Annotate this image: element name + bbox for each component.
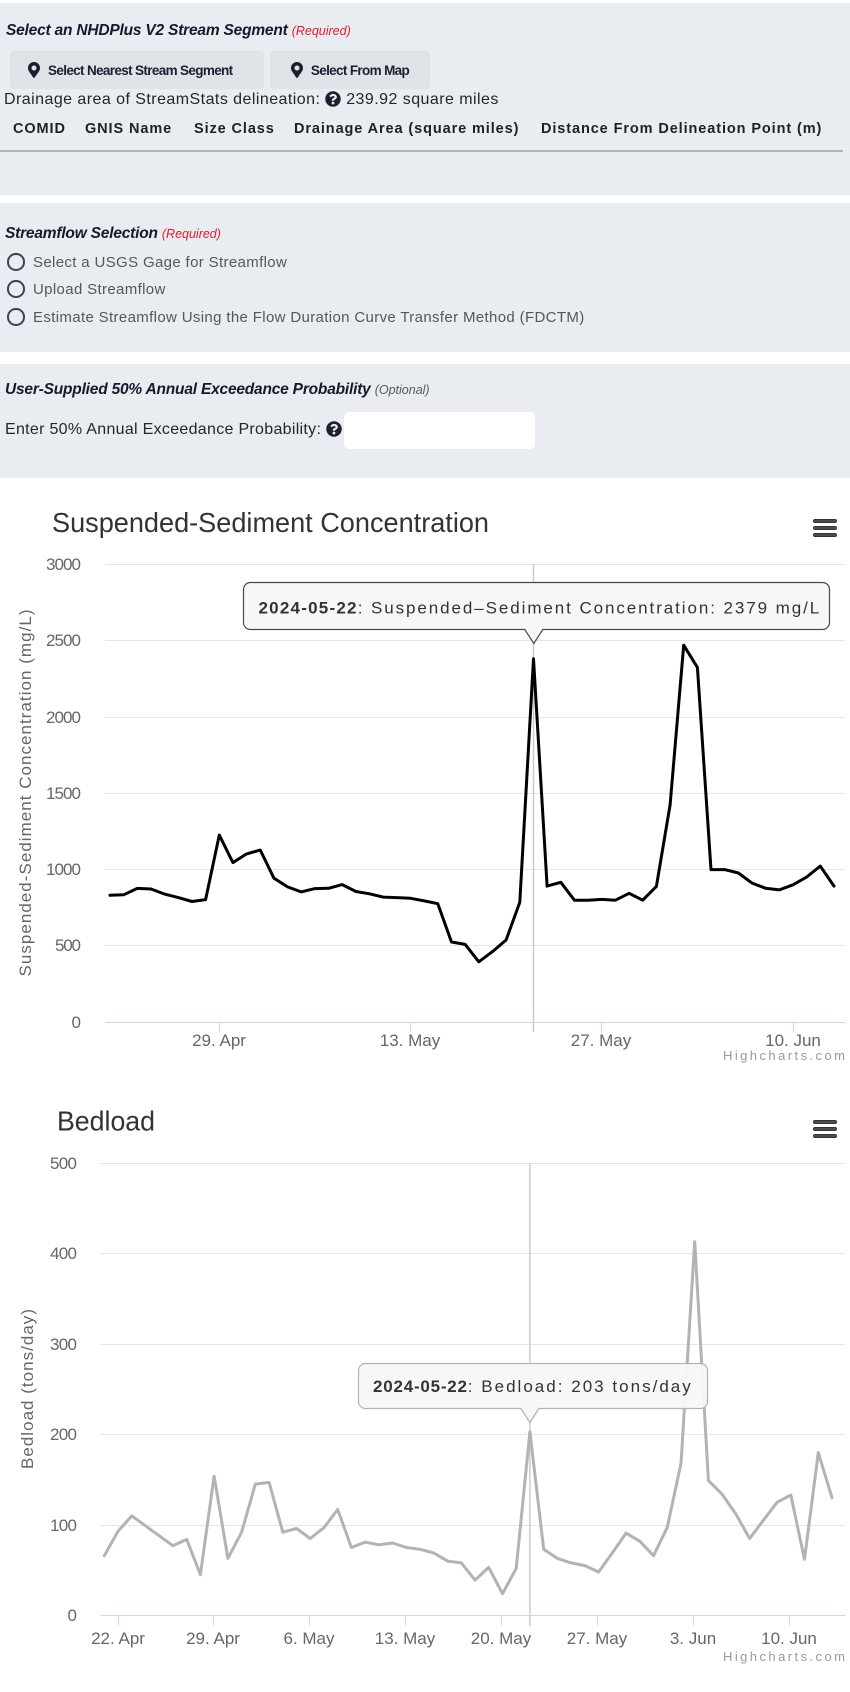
svg-text:2500: 2500 — [46, 631, 81, 650]
svg-text:500: 500 — [50, 1154, 77, 1173]
svg-text:29. Apr: 29. Apr — [192, 1031, 246, 1050]
svg-text:500: 500 — [55, 936, 81, 955]
svg-text:10. Jun: 10. Jun — [761, 1629, 817, 1648]
svg-text:Bedload (tons/day): Bedload (tons/day) — [18, 1309, 37, 1469]
svg-text:0: 0 — [68, 1606, 77, 1625]
svg-text:Bedload: Bedload — [57, 1106, 155, 1137]
svg-text:27. May: 27. May — [571, 1031, 632, 1050]
svg-text:1000: 1000 — [46, 860, 81, 879]
svg-text:400: 400 — [50, 1244, 77, 1263]
svg-text:13. May: 13. May — [375, 1629, 436, 1648]
svg-text:Suspended-Sediment Concentrati: Suspended-Sediment Concentration (mg/L) — [16, 610, 35, 977]
svg-text:2024-05-22: Suspended–Sediment: 2024-05-22: Suspended–Sediment Concentra… — [259, 599, 820, 618]
svg-text:27. May: 27. May — [567, 1629, 628, 1648]
svg-text:100: 100 — [50, 1516, 77, 1535]
svg-text:2000: 2000 — [46, 708, 81, 727]
svg-text:0: 0 — [72, 1013, 81, 1032]
svg-text:3. Jun: 3. Jun — [670, 1629, 716, 1648]
svg-text:300: 300 — [50, 1335, 77, 1354]
svg-text:10. Jun: 10. Jun — [765, 1031, 821, 1050]
svg-text:1500: 1500 — [46, 784, 81, 803]
svg-text:22. Apr: 22. Apr — [91, 1629, 145, 1648]
svg-text:29. Apr: 29. Apr — [186, 1629, 240, 1648]
svg-text:3000: 3000 — [46, 555, 81, 574]
svg-text:Highcharts.com: Highcharts.com — [723, 1048, 845, 1063]
svg-text:6. May: 6. May — [283, 1629, 335, 1648]
svg-text:13. May: 13. May — [380, 1031, 441, 1050]
svg-text:200: 200 — [50, 1425, 77, 1444]
svg-text:Suspended-Sediment Concentrati: Suspended-Sediment Concentration — [52, 507, 489, 538]
svg-text:2024-05-22: Bedload: 203 tons/: 2024-05-22: Bedload: 203 tons/day — [373, 1377, 691, 1396]
svg-text:20. May: 20. May — [471, 1629, 532, 1648]
svg-text:Highcharts.com: Highcharts.com — [723, 1649, 845, 1664]
